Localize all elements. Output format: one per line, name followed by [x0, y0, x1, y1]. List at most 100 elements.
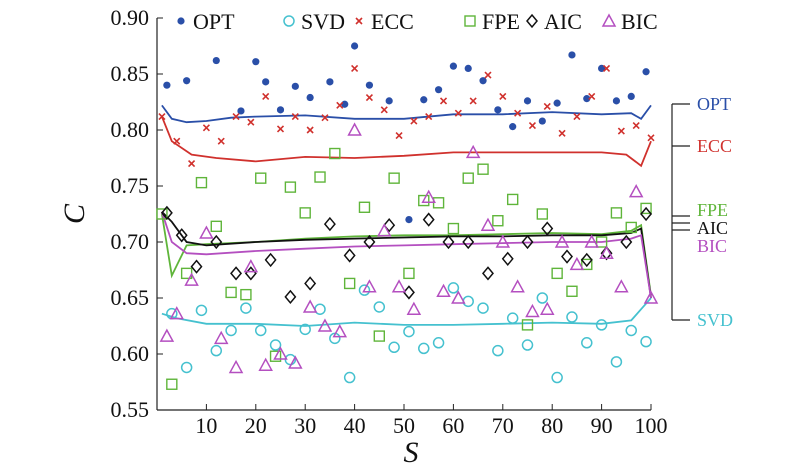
y-tick-label: 0.80	[111, 117, 150, 142]
point-aic	[640, 206, 653, 222]
cross-stroke	[558, 129, 566, 137]
point-ecc	[558, 129, 566, 137]
point-aic	[304, 276, 317, 291]
point-opt	[212, 56, 220, 65]
point-fpe	[269, 350, 282, 362]
point-ecc	[588, 92, 596, 100]
point-ecc	[617, 127, 625, 135]
right-label-bic: BIC	[697, 236, 727, 256]
cross-stroke	[351, 64, 359, 72]
legend-label-ecc: ECC	[371, 9, 414, 34]
x-tick-label: 20	[245, 413, 267, 438]
point-fpe	[581, 258, 593, 271]
cross-stroke	[232, 112, 240, 121]
cross-stroke	[454, 109, 462, 117]
right-label-svd: SVD	[697, 310, 733, 330]
point-ecc	[291, 112, 299, 121]
point-svd	[492, 344, 504, 357]
x-tick-label: 50	[393, 413, 415, 438]
point-svd	[625, 324, 637, 337]
point-svd	[521, 339, 534, 351]
point-svd	[595, 319, 608, 331]
legend-label-fpe: FPE	[482, 9, 520, 34]
point-bic	[539, 301, 555, 315]
point-opt	[237, 107, 245, 115]
point-aic	[482, 266, 494, 281]
point-ecc	[410, 117, 418, 125]
point-aic	[190, 259, 203, 274]
cross-stroke	[588, 92, 596, 100]
point-aic	[422, 212, 435, 227]
point-ecc	[484, 71, 492, 79]
point-bic	[273, 346, 288, 360]
point-opt	[583, 95, 591, 103]
point-svd	[388, 341, 400, 354]
point-svd	[180, 361, 193, 374]
point-svd	[447, 282, 460, 294]
point-svd	[477, 302, 489, 314]
point-bic	[406, 301, 422, 315]
point-svd	[640, 335, 652, 348]
point-svd	[551, 371, 563, 384]
point-opt	[479, 77, 487, 85]
point-aic	[442, 234, 455, 250]
cross-stroke	[321, 114, 329, 122]
legend-marker-svd	[283, 15, 295, 27]
legend-marker-aic	[526, 13, 538, 29]
point-bic	[169, 306, 185, 320]
point-bic	[614, 279, 629, 293]
point-opt	[494, 106, 502, 114]
point-fpe	[166, 378, 178, 390]
point-svd	[566, 311, 578, 323]
point-fpe	[521, 319, 534, 331]
point-opt	[464, 64, 472, 72]
point-fpe	[284, 181, 297, 193]
point-aic	[210, 234, 223, 250]
point-bic	[362, 279, 377, 293]
right-label-aic: AIC	[697, 218, 728, 238]
point-opt	[385, 97, 393, 105]
point-ecc	[469, 97, 477, 105]
cross-stroke	[380, 106, 388, 114]
point-aic	[383, 218, 396, 233]
point-opt	[612, 97, 621, 105]
point-opt	[627, 92, 635, 100]
point-ecc	[232, 112, 240, 121]
point-ecc	[158, 112, 166, 121]
cross-stroke	[276, 125, 285, 133]
point-aic	[244, 266, 257, 281]
point-opt	[365, 81, 374, 89]
legend-marker-fpe	[464, 15, 476, 27]
point-opt	[276, 106, 285, 114]
point-ecc	[514, 109, 522, 117]
point-opt	[306, 93, 314, 102]
point-fpe	[343, 277, 356, 290]
point-ecc	[632, 121, 640, 130]
legend-label-opt: OPT	[193, 9, 235, 34]
point-ecc	[647, 134, 655, 142]
point-bic	[288, 355, 303, 369]
point-aic	[323, 216, 336, 232]
point-aic	[561, 249, 573, 264]
point-bic	[569, 256, 585, 271]
cross-stroke	[262, 92, 270, 100]
point-bic	[317, 318, 333, 332]
cross-stroke	[499, 92, 507, 100]
trend-line-svd	[161, 297, 652, 327]
x-tick-label: 100	[635, 413, 668, 438]
point-fpe	[388, 172, 400, 184]
point-bic	[480, 217, 496, 231]
point-svd	[299, 323, 311, 336]
point-fpe	[329, 147, 341, 160]
point-opt	[341, 100, 349, 108]
right-label-ecc: ECC	[697, 136, 732, 156]
cross-stroke	[217, 137, 225, 145]
x-tick-label: 60	[442, 413, 464, 438]
point-fpe	[477, 163, 489, 175]
point-ecc	[173, 137, 181, 145]
cross-stroke	[410, 117, 418, 125]
point-ecc	[276, 125, 285, 133]
point-bic	[228, 359, 244, 374]
point-aic	[230, 266, 243, 281]
